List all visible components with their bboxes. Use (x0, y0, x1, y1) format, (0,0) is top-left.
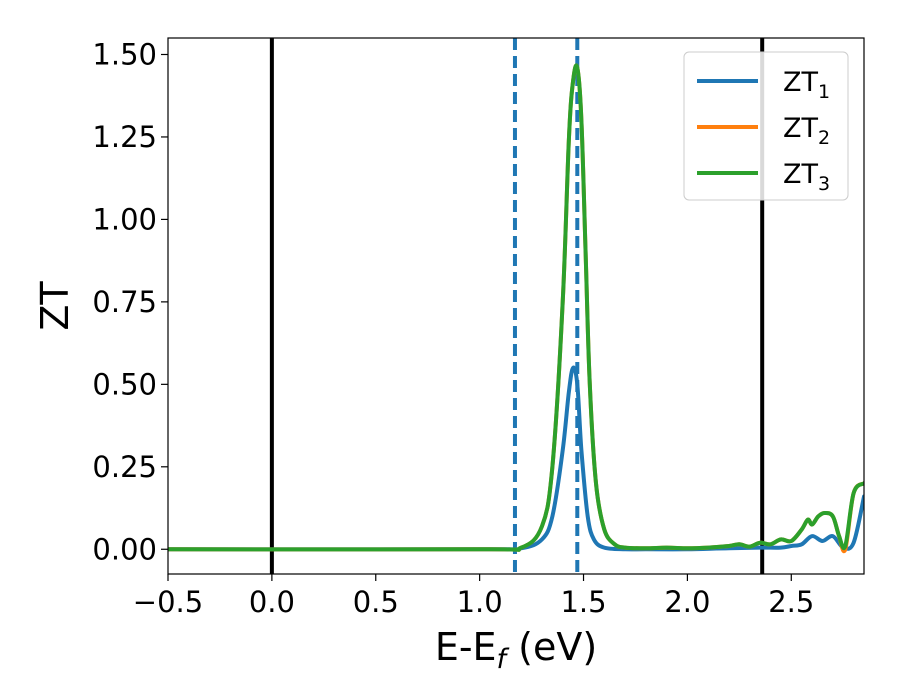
y-tick-label: 1.25 (92, 120, 157, 154)
x-tick-label: −0.5 (133, 585, 203, 619)
y-tick-label: 1.00 (92, 202, 157, 236)
legend-box (683, 51, 849, 201)
legend-label-zt2: ZT2 (783, 113, 830, 149)
x-axis-title: E-Ef (eV) (435, 625, 597, 675)
y-axis: 0.00 0.25 0.50 0.75 1.00 1.25 1.50 (92, 37, 168, 566)
series-line-zt1 (168, 365, 864, 552)
y-tick-label: 0.50 (92, 367, 157, 401)
legend: ZT1 ZT2 ZT3 (683, 51, 849, 201)
legend-label-zt1: ZT1 (783, 67, 830, 103)
y-tick-label: 0.75 (92, 285, 157, 319)
y-tick-label: 1.50 (92, 37, 157, 71)
x-tick-label: 2.0 (664, 585, 710, 619)
x-tick-label: 1.5 (560, 585, 606, 619)
x-axis: −0.5 0.0 0.5 1.0 1.5 2.0 2.5 (133, 574, 814, 619)
y-axis-title: ZT (33, 281, 77, 331)
x-tick-label: 1.0 (457, 585, 503, 619)
plot-frame (167, 37, 865, 575)
x-tick-label: 2.5 (768, 585, 814, 619)
x-tick-label: 0.0 (249, 585, 295, 619)
y-tick-label: 0.00 (92, 532, 157, 566)
legend-label-zt3: ZT3 (783, 159, 830, 195)
y-tick-label: 0.25 (92, 450, 157, 484)
x-tick-label: 0.5 (353, 585, 399, 619)
series-lines (168, 63, 864, 554)
series-line-zt3 (168, 63, 864, 552)
